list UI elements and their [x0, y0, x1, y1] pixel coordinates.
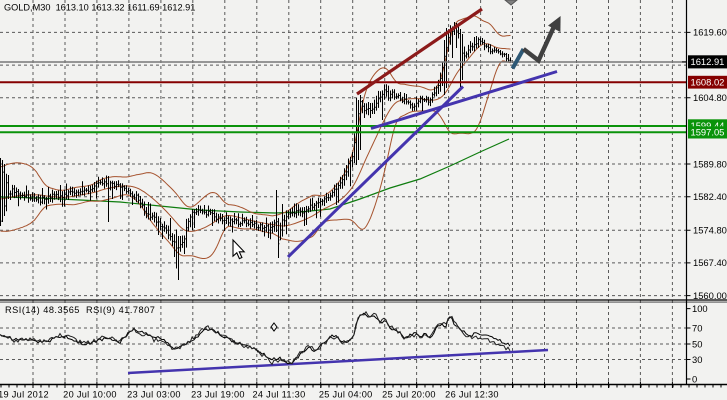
svg-text:1574.80: 1574.80 — [693, 225, 727, 236]
svg-text:1619.60: 1619.60 — [693, 27, 727, 38]
svg-text:1582.40: 1582.40 — [693, 191, 727, 202]
svg-text:1567.40: 1567.40 — [693, 257, 727, 268]
svg-text:RSI(14) 48.3565 RSI(9) 41.780: RSI(14) 48.3565 RSI(9) 41.7807 — [5, 305, 155, 315]
svg-text:100: 100 — [692, 303, 708, 314]
svg-text:0: 0 — [692, 373, 697, 384]
svg-text:23 Jul 03:00: 23 Jul 03:00 — [127, 390, 181, 400]
svg-text:GOLD,M30 1613.10 1613.32 1611: GOLD,M30 1613.10 1613.32 1611.69 1612.91 — [4, 2, 195, 12]
svg-text:1604.80: 1604.80 — [693, 92, 727, 103]
svg-text:24 Jul 11:30: 24 Jul 11:30 — [253, 390, 306, 400]
svg-text:25 Jul 04:00: 25 Jul 04:00 — [319, 390, 373, 400]
svg-text:1612.91: 1612.91 — [691, 56, 725, 67]
svg-text:1608.02: 1608.02 — [691, 77, 725, 88]
svg-text:1599.44: 1599.44 — [691, 120, 725, 131]
svg-text:50: 50 — [692, 338, 702, 349]
svg-text:1597.05: 1597.05 — [691, 127, 725, 138]
svg-text:1560.00: 1560.00 — [693, 290, 727, 301]
svg-text:19 Jul 2012: 19 Jul 2012 — [0, 390, 49, 400]
svg-text:23 Jul 19:00: 23 Jul 19:00 — [191, 390, 245, 400]
svg-text:25 Jul 20:00: 25 Jul 20:00 — [382, 390, 436, 400]
svg-text:20 Jul 10:00: 20 Jul 10:00 — [63, 390, 117, 400]
svg-text:1589.80: 1589.80 — [693, 158, 727, 169]
svg-text:26 Jul 12:30: 26 Jul 12:30 — [445, 390, 499, 400]
svg-text:30: 30 — [692, 354, 702, 365]
svg-text:70: 70 — [692, 322, 702, 333]
